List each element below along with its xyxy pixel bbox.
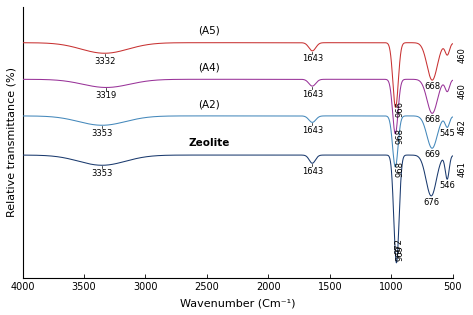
Text: 972: 972 — [395, 238, 404, 254]
Text: 1643: 1643 — [302, 167, 323, 176]
Text: 966: 966 — [395, 101, 404, 117]
Text: 545: 545 — [439, 129, 455, 138]
Text: 3353: 3353 — [91, 129, 113, 138]
Text: 546: 546 — [439, 181, 455, 190]
Text: 3353: 3353 — [91, 169, 113, 178]
Text: 461: 461 — [458, 161, 467, 177]
Text: 676: 676 — [423, 198, 439, 207]
Text: 968: 968 — [395, 128, 404, 144]
Y-axis label: Relative transmittance (%): Relative transmittance (%) — [7, 67, 17, 217]
Text: 460: 460 — [458, 47, 467, 63]
Text: 668: 668 — [424, 82, 440, 91]
Text: (A2): (A2) — [199, 100, 220, 110]
Text: Zeolite: Zeolite — [189, 138, 230, 148]
Text: 668: 668 — [424, 115, 440, 124]
Text: (A4): (A4) — [199, 63, 220, 73]
Text: 969: 969 — [395, 245, 404, 261]
Text: 3332: 3332 — [94, 57, 115, 66]
Text: 1643: 1643 — [302, 54, 323, 63]
Text: 1643: 1643 — [302, 126, 323, 135]
Text: 3319: 3319 — [96, 91, 117, 100]
Text: 968: 968 — [395, 161, 404, 177]
Text: 462: 462 — [457, 119, 466, 135]
Text: (A5): (A5) — [199, 26, 220, 36]
X-axis label: Wavenumber (Cm⁻¹): Wavenumber (Cm⁻¹) — [180, 298, 296, 308]
Text: 1643: 1643 — [302, 90, 323, 99]
Text: 669: 669 — [424, 150, 440, 159]
Text: 460: 460 — [458, 83, 467, 99]
